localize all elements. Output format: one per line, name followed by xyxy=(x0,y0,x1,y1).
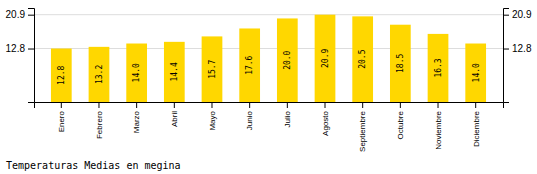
x-tick: Mayo xyxy=(208,102,217,131)
x-tick-mark xyxy=(438,102,439,108)
data-label: 13.2 xyxy=(95,65,104,84)
data-label: 17.6 xyxy=(245,55,254,74)
y-tick-label: 20.9 xyxy=(6,9,26,20)
plot: 12.8 20.9 12.8 20.9 Enero Febrero Marzo Abril Ma… xyxy=(6,9,532,152)
y-axis-line xyxy=(28,9,35,103)
bar xyxy=(315,15,336,102)
x-tick: Febrero xyxy=(95,102,104,139)
bar xyxy=(202,36,223,102)
x-tick-mark xyxy=(136,102,137,108)
y2-tick-label: 12.8 xyxy=(512,43,532,54)
data-label: 20.5 xyxy=(358,49,367,68)
x-tick-label: Mayo xyxy=(208,110,217,130)
y-tick: 20.9 xyxy=(6,9,34,20)
y-tick-mark xyxy=(28,49,34,50)
bars xyxy=(51,15,486,102)
x-axis-line xyxy=(35,103,504,109)
bar xyxy=(428,34,449,102)
data-label: 15.7 xyxy=(208,59,217,78)
x-tick: Diciembre xyxy=(471,102,480,147)
title: Temperaturas Medias en megina xyxy=(6,160,181,171)
bar xyxy=(277,18,298,102)
x-tick-mark xyxy=(174,102,175,108)
data-label: 14.0 xyxy=(132,63,141,82)
x-tick: Abril xyxy=(170,102,179,127)
bar xyxy=(126,44,147,102)
x-tick-label: Octubre xyxy=(396,110,405,139)
bar xyxy=(390,25,411,102)
data-label: 14.4 xyxy=(170,62,179,81)
x-tick-mark xyxy=(98,102,99,108)
x-tick-mark xyxy=(211,102,212,108)
x-tick-mark xyxy=(362,102,363,108)
y-tick-mark xyxy=(28,15,34,16)
y2-axis-line xyxy=(504,9,510,103)
bar xyxy=(89,47,110,102)
x-tick-mark xyxy=(287,102,288,108)
x-tick-label: Septiembre xyxy=(358,110,367,151)
y2-tick-label: 20.9 xyxy=(512,9,532,20)
chart: 12.8 20.9 12.8 20.9 Enero Febrero Marzo Abril Ma… xyxy=(0,0,537,174)
bar xyxy=(465,44,486,102)
data-label: 14.0 xyxy=(471,63,480,82)
y2-tick: 12.8 xyxy=(503,43,532,54)
x-tick-mark xyxy=(325,102,326,108)
y2-tick: 20.9 xyxy=(503,9,532,20)
data-label: 12.8 xyxy=(57,65,66,84)
x-tick: Marzo xyxy=(132,102,141,133)
x-tick-label: Diciembre xyxy=(471,110,480,147)
x-tick-mark xyxy=(475,102,476,108)
y2-axis: 12.8 20.9 xyxy=(503,9,532,103)
x-tick-label: Noviembre xyxy=(434,110,443,149)
y2-tick-mark xyxy=(503,49,509,50)
x-tick: Enero xyxy=(57,102,66,132)
x-tick: Junio xyxy=(245,102,254,130)
x-tick-label: Marzo xyxy=(132,110,141,133)
bar xyxy=(239,28,260,102)
bar xyxy=(51,49,72,102)
x-tick-mark xyxy=(249,102,250,108)
data-label: 20.0 xyxy=(283,50,292,69)
x-tick: Septiembre xyxy=(358,102,367,152)
x-tick-label: Enero xyxy=(57,110,66,132)
x-tick-label: Abril xyxy=(170,111,179,127)
y-tick-label: 12.8 xyxy=(6,43,26,54)
data-labels: 12.8 13.2 14.0 14.4 15.7 17.6 20.0 20.9 20.5 18.5… xyxy=(57,49,480,85)
data-label: 20.9 xyxy=(321,49,330,68)
data-label: 16.3 xyxy=(434,58,443,77)
x-tick-mark xyxy=(61,102,62,108)
bar xyxy=(164,42,185,102)
y-axis: 12.8 20.9 xyxy=(6,9,35,103)
x-tick-label: Julio xyxy=(283,110,292,127)
x-tick-label: Febrero xyxy=(95,110,104,139)
bar xyxy=(352,16,373,102)
x-tick: Julio xyxy=(283,102,292,127)
y-tick: 12.8 xyxy=(6,43,34,54)
x-axis: Enero Febrero Marzo Abril Mayo Junio Julio Agos… xyxy=(35,102,504,152)
data-label: 18.5 xyxy=(396,54,405,73)
x-tick: Octubre xyxy=(396,102,405,139)
y2-tick-mark xyxy=(503,15,509,16)
x-tick-mark xyxy=(400,102,401,108)
grid-line xyxy=(34,14,503,15)
x-tick: Agosto xyxy=(321,102,330,136)
x-tick-label: Agosto xyxy=(321,110,330,135)
x-tick-label: Junio xyxy=(245,110,254,130)
x-tick: Noviembre xyxy=(434,102,443,150)
